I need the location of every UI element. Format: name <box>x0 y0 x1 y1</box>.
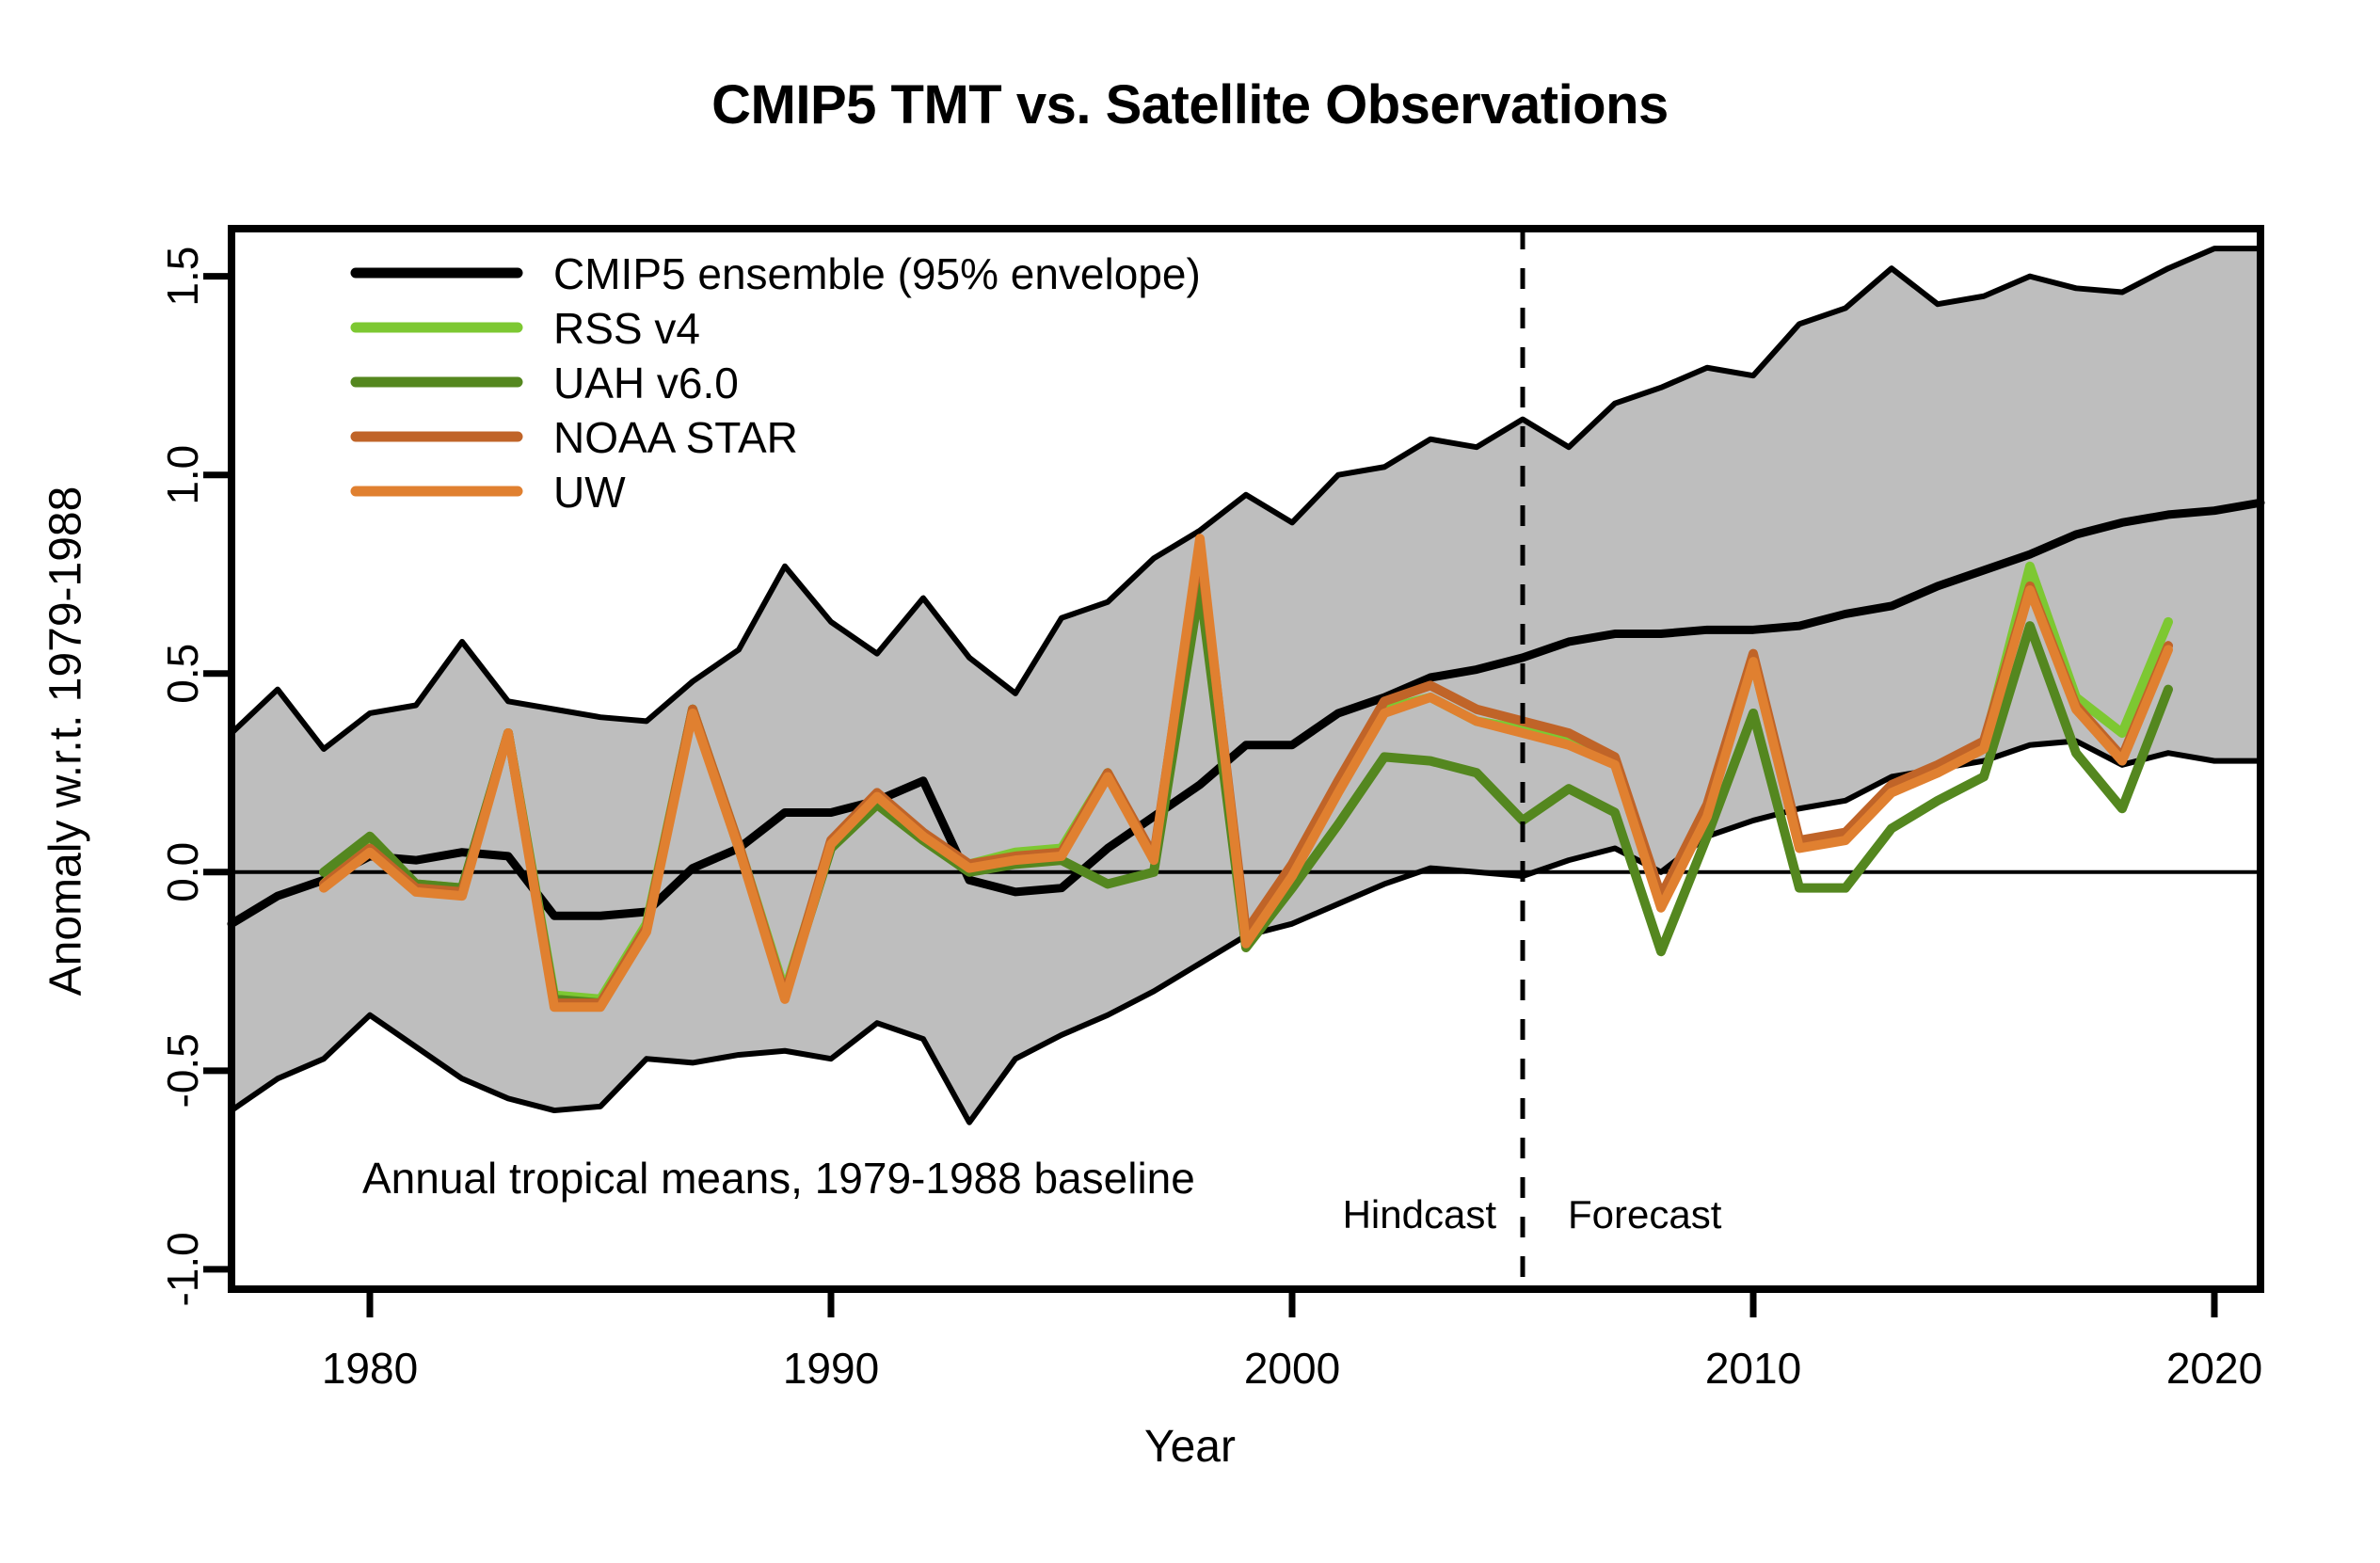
plot-border <box>228 225 2264 1293</box>
era-label-forecast: Forecast <box>1568 1192 1722 1236</box>
envelope-fill <box>232 248 2260 1123</box>
era-label-hindcast: Hindcast <box>1343 1192 1497 1236</box>
y-tick-label: -1.0 <box>158 1232 207 1306</box>
chart-legend: CMIP5 ensemble (95% envelope) RSS v4 UAH v… <box>350 249 1201 517</box>
y-tick-label: 1.0 <box>158 445 207 505</box>
ensemble-envelope-band <box>229 246 2263 1125</box>
y-tick-label: 1.5 <box>158 247 207 307</box>
legend-label-rss-v4: RSS v4 <box>553 304 700 353</box>
y-tick-label: 0.0 <box>158 842 207 902</box>
x-axis-label: Year <box>1144 1422 1236 1472</box>
axes-box <box>228 225 2264 1293</box>
data-series-group <box>227 498 2265 1013</box>
hindcast-forecast-divider: Hindcast Forecast <box>1343 229 1722 1289</box>
series-line-cmip5-ensemble-95-envelope <box>227 498 2265 929</box>
axis-ticks: -1.0 -0.5 0.0 0.5 1.0 1.5 1980 1990 2000 2010 2020 <box>158 247 2262 1393</box>
y-tick-label: -0.5 <box>158 1033 207 1108</box>
legend-label-noaa-star: NOAA STAR <box>553 413 798 462</box>
x-tick-label: 2020 <box>2166 1344 2262 1393</box>
y-tick-label: 0.5 <box>158 644 207 704</box>
chart-annotation: Annual tropical means, 1979-1988 baselin… <box>362 1154 1195 1203</box>
legend-label-cmip5-ensemble-95-envelope: CMIP5 ensemble (95% envelope) <box>553 249 1201 298</box>
x-tick-label: 2010 <box>1705 1344 1801 1393</box>
x-tick-label: 2000 <box>1244 1344 1340 1393</box>
x-tick-label: 1980 <box>322 1344 418 1393</box>
envelope-upper-edge <box>229 246 2263 752</box>
legend-label-uw: UW <box>553 468 626 517</box>
page-title: CMIP5 TMT vs. Satellite Observations <box>711 74 1669 136</box>
series-line-uw <box>319 534 2173 1013</box>
x-tick-label: 1990 <box>783 1344 879 1393</box>
legend-label-uah-v6-0: UAH v6.0 <box>553 359 739 407</box>
baseline-annotation: Annual tropical means, 1979-1988 baselin… <box>362 1154 1195 1203</box>
